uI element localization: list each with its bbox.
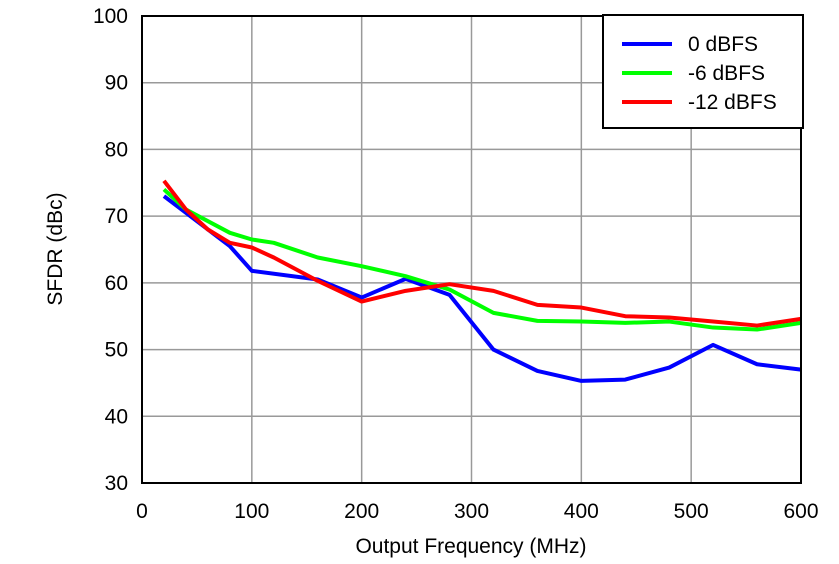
- x-tick-label: 300: [454, 500, 489, 523]
- y-tick-label: 70: [105, 205, 128, 228]
- y-tick-label: 50: [105, 339, 128, 362]
- y-tick-label: 40: [105, 405, 128, 428]
- series-line: [162, 187, 802, 332]
- x-tick-label: 600: [783, 500, 818, 523]
- legend-label: -12 dBFS: [688, 91, 777, 114]
- y-axis-label: SFDR (dBc): [44, 192, 67, 305]
- y-tick-label: 30: [105, 472, 128, 495]
- tick-labels: 0 100 200 300 400 500 600 30 40 50 60 70 80 90 100: [93, 5, 819, 523]
- x-axis-label: Output Frequency (MHz): [355, 535, 586, 558]
- x-tick-label: 100: [234, 500, 269, 523]
- legend: 0 dBFS -6 dBFS -12 dBFS: [602, 14, 804, 129]
- series-line: [162, 179, 802, 328]
- x-tick-label: 500: [674, 500, 709, 523]
- y-tick-label: 100: [93, 5, 128, 28]
- y-tick-label: 80: [105, 138, 128, 161]
- series-lines: [162, 179, 802, 383]
- legend-label: -6 dBFS: [688, 62, 765, 85]
- x-tick-label: 400: [564, 500, 599, 523]
- x-tick-label: 0: [136, 500, 148, 523]
- legend-label: 0 dBFS: [688, 33, 758, 56]
- y-tick-label: 90: [105, 72, 128, 95]
- plot-frame: [141, 15, 802, 484]
- x-tick-label: 200: [344, 500, 379, 523]
- series-line: [162, 194, 802, 383]
- legend-box: [602, 14, 804, 129]
- y-tick-label: 60: [105, 272, 128, 295]
